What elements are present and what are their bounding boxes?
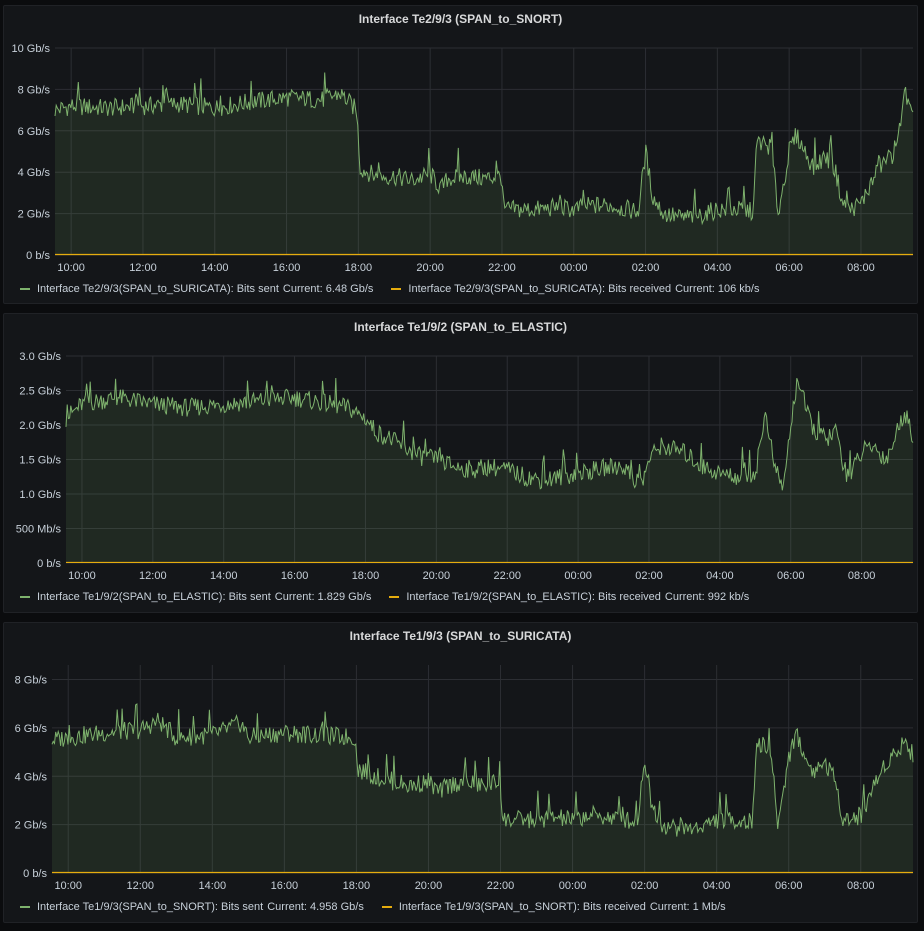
- legend-label: Interface Te1/9/2(SPAN_to_ELASTIC): Bits…: [406, 591, 661, 603]
- x-tick-label: 06:00: [775, 262, 803, 274]
- legend-label: Interface Te1/9/3(SPAN_to_SNORT): Bits r…: [398, 901, 646, 913]
- legend-item-bits-received[interactable]: Interface Te2/9/3(SPAN_to_SURICATA): Bit…: [391, 283, 759, 295]
- y-tick-label: 2.5 Gb/s: [19, 386, 61, 398]
- panel-title[interactable]: Interface Te1/9/2 (SPAN_to_ELASTIC): [354, 320, 567, 334]
- series-area-bits-sent: [66, 378, 913, 563]
- x-tick-label: 08:00: [847, 880, 875, 892]
- panel-te1-9-3[interactable]: Interface Te1/9/3 (SPAN_to_SURICATA) 0 b…: [3, 622, 918, 923]
- y-tick-label: 1.5 Gb/s: [19, 455, 61, 467]
- x-tick-label: 18:00: [345, 262, 373, 274]
- chart-te2-9-3: 0 b/s 2 Gb/s 4 Gb/s 6 Gb/s 8 Gb/s 10 Gb/s 10:0…: [11, 43, 914, 274]
- y-tick-label: 4 Gb/s: [18, 167, 51, 179]
- legend-item-bits-sent[interactable]: Interface Te2/9/3(SPAN_to_SURICATA): Bit…: [20, 283, 373, 295]
- x-tick-label: 04:00: [704, 262, 732, 274]
- legend-current: Current: 1.829 Gb/s: [274, 591, 372, 603]
- legend-item-bits-sent[interactable]: Interface Te1/9/2(SPAN_to_ELASTIC): Bits…: [20, 591, 371, 603]
- x-tick-label: 12:00: [126, 880, 154, 892]
- legend: Interface Te1/9/2(SPAN_to_ELASTIC): Bits…: [20, 591, 749, 603]
- legend-swatch-received: [381, 906, 392, 908]
- x-tick-label: 18:00: [343, 880, 371, 892]
- legend: Interface Te2/9/3(SPAN_to_SURICATA): Bit…: [20, 283, 759, 295]
- y-tick-label: 0 b/s: [37, 558, 61, 570]
- legend-label: Interface Te1/9/2(SPAN_to_ELASTIC): Bits…: [37, 591, 271, 603]
- legend-label: Interface Te2/9/3(SPAN_to_SURICATA): Bit…: [37, 283, 279, 295]
- legend-current: Current: 6.48 Gb/s: [282, 283, 374, 295]
- x-tick-label: 22:00: [488, 262, 516, 274]
- legend-label: Interface Te1/9/3(SPAN_to_SNORT): Bits s…: [37, 901, 264, 913]
- x-tick-label: 08:00: [847, 262, 875, 274]
- legend-swatch-received: [391, 288, 402, 290]
- x-tick-label: 14:00: [201, 262, 229, 274]
- x-tick-label: 00:00: [559, 880, 587, 892]
- x-tick-label: 20:00: [415, 880, 443, 892]
- x-tick-label: 10:00: [54, 880, 82, 892]
- x-tick-label: 02:00: [631, 880, 659, 892]
- y-tick-label: 0 b/s: [23, 868, 47, 880]
- x-tick-label: 22:00: [493, 570, 521, 582]
- x-tick-label: 16:00: [281, 570, 309, 582]
- x-tick-label: 04:00: [703, 880, 731, 892]
- legend: Interface Te1/9/3(SPAN_to_SNORT): Bits s…: [20, 901, 726, 913]
- legend-item-bits-received[interactable]: Interface Te1/9/3(SPAN_to_SNORT): Bits r…: [381, 901, 726, 913]
- y-tick-label: 2 Gb/s: [18, 209, 51, 221]
- x-tick-label: 20:00: [416, 262, 444, 274]
- x-tick-label: 06:00: [775, 880, 803, 892]
- series-line-bits-sent: [54, 72, 914, 226]
- legend-swatch-sent: [20, 906, 30, 908]
- legend-current: Current: 106 kb/s: [675, 283, 760, 295]
- chart-te1-9-3: 0 b/s 2 Gb/s 4 Gb/s 6 Gb/s 8 Gb/s 10:00 12:00 1…: [15, 665, 914, 892]
- x-tick-label: 06:00: [777, 570, 805, 582]
- legend-swatch-sent: [20, 288, 30, 290]
- y-tick-label: 8 Gb/s: [15, 675, 48, 687]
- panel-title[interactable]: Interface Te2/9/3 (SPAN_to_SNORT): [358, 12, 563, 26]
- x-tick-label: 02:00: [635, 570, 663, 582]
- chart-te1-9-2: 0 b/s 500 Mb/s 1.0 Gb/s 1.5 Gb/s 2.0 Gb/s 2.5…: [16, 351, 914, 582]
- x-tick-label: 04:00: [706, 570, 734, 582]
- x-tick-label: 18:00: [352, 570, 380, 582]
- legend-current: Current: 4.958 Gb/s: [267, 901, 364, 913]
- y-tick-label: 2.0 Gb/s: [19, 420, 61, 432]
- x-tick-label: 00:00: [560, 262, 588, 274]
- x-tick-label: 20:00: [423, 570, 451, 582]
- y-tick-label: 1.0 Gb/s: [19, 489, 61, 501]
- y-tick-label: 500 Mb/s: [16, 524, 62, 536]
- panel-te2-9-3[interactable]: Interface Te2/9/3 (SPAN_to_SNORT) 0 b/s 2…: [3, 5, 918, 304]
- series-line-bits-sent: [51, 703, 914, 837]
- series-area-bits-sent: [55, 72, 913, 255]
- legend-item-bits-received[interactable]: Interface Te1/9/2(SPAN_to_ELASTIC): Bits…: [389, 591, 749, 603]
- x-tick-label: 22:00: [487, 880, 515, 892]
- x-tick-label: 14:00: [210, 570, 238, 582]
- y-tick-label: 2 Gb/s: [15, 820, 48, 832]
- legend-item-bits-sent[interactable]: Interface Te1/9/3(SPAN_to_SNORT): Bits s…: [20, 901, 364, 913]
- series-area-bits-sent: [52, 704, 913, 873]
- legend-swatch-sent: [20, 596, 30, 598]
- x-tick-label: 12:00: [129, 262, 157, 274]
- x-tick-label: 16:00: [273, 262, 301, 274]
- y-tick-label: 6 Gb/s: [15, 723, 48, 735]
- y-tick-label: 0 b/s: [26, 250, 50, 262]
- x-tick-label: 14:00: [199, 880, 227, 892]
- y-tick-label: 4 Gb/s: [15, 771, 48, 783]
- y-tick-label: 6 Gb/s: [18, 126, 51, 138]
- x-tick-label: 00:00: [564, 570, 592, 582]
- x-tick-label: 12:00: [139, 570, 167, 582]
- y-tick-label: 3.0 Gb/s: [19, 351, 61, 363]
- legend-swatch-received: [389, 596, 400, 598]
- y-tick-label: 8 Gb/s: [18, 84, 51, 96]
- legend-current: Current: 992 kb/s: [664, 591, 750, 603]
- legend-label: Interface Te2/9/3(SPAN_to_SURICATA): Bit…: [408, 283, 672, 295]
- legend-current: Current: 1 Mb/s: [649, 901, 726, 913]
- x-tick-label: 08:00: [848, 570, 876, 582]
- y-tick-label: 10 Gb/s: [11, 43, 50, 55]
- x-tick-label: 02:00: [632, 262, 660, 274]
- series-line-bits-sent: [65, 377, 914, 491]
- x-tick-label: 10:00: [57, 262, 85, 274]
- panel-title[interactable]: Interface Te1/9/3 (SPAN_to_SURICATA): [349, 629, 572, 643]
- panel-te1-9-2[interactable]: Interface Te1/9/2 (SPAN_to_ELASTIC) 0 b/…: [3, 313, 918, 613]
- x-tick-label: 10:00: [68, 570, 96, 582]
- x-tick-label: 16:00: [271, 880, 299, 892]
